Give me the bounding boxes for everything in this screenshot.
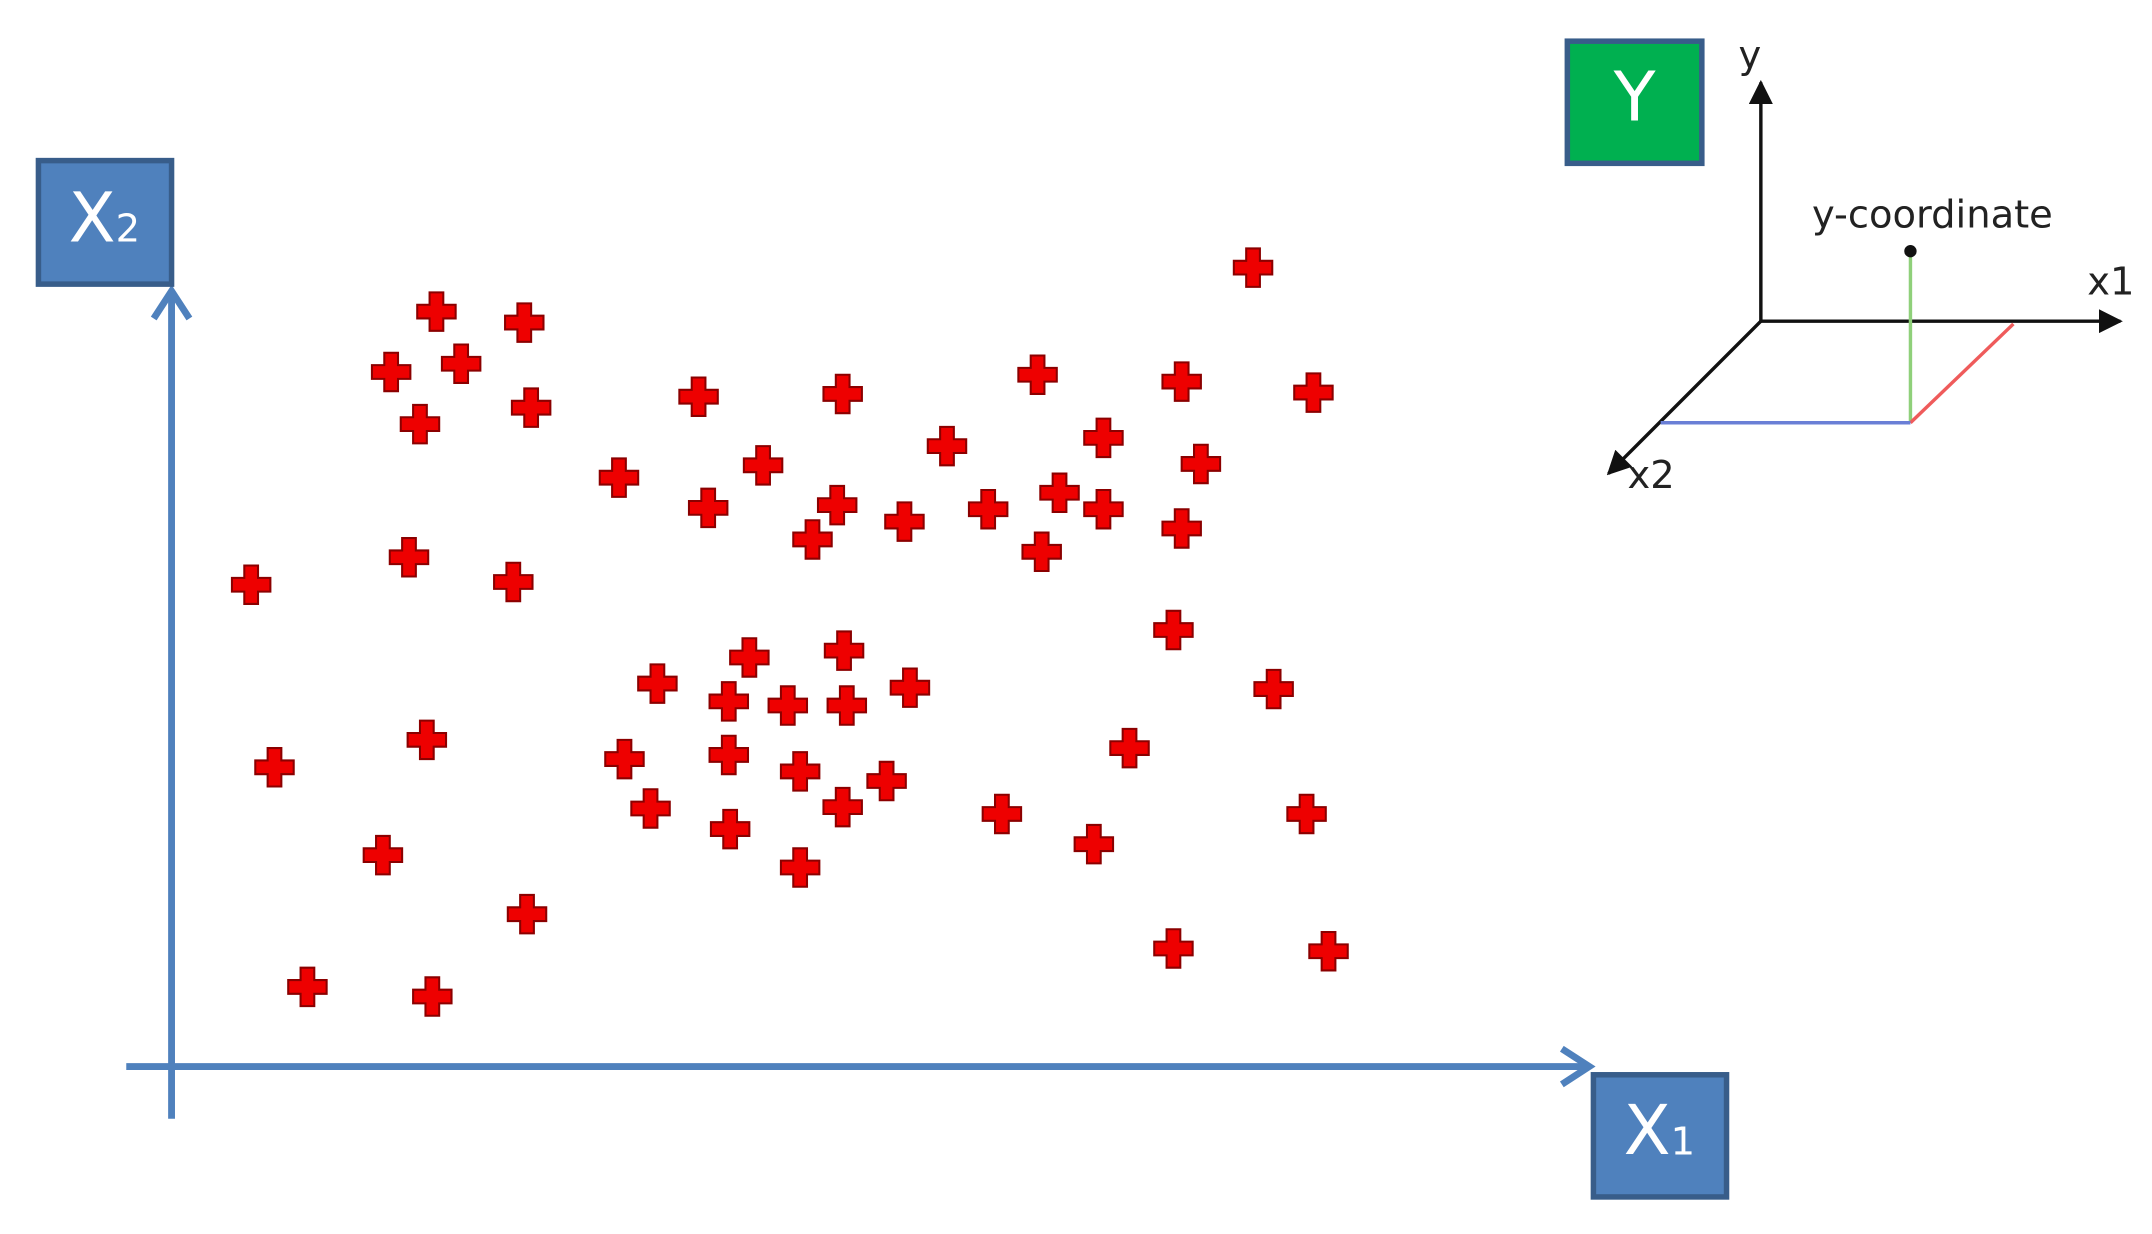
cross-point [816, 484, 858, 526]
cross-point [967, 489, 1009, 530]
cross-point [1293, 372, 1334, 413]
cross-point [1153, 609, 1194, 651]
cross-point [678, 376, 719, 417]
cross-point [399, 403, 441, 445]
x1-box: X1 [1590, 1072, 1730, 1200]
inset-x2-axis [1606, 319, 1763, 476]
inset-y-label: y [1738, 33, 1761, 78]
cross-point [709, 808, 751, 850]
inset-point-label: y-coordinate [1812, 192, 2053, 237]
x1-main: X [1624, 1091, 1671, 1171]
cross-point [1039, 472, 1080, 514]
x2-main: X [69, 178, 116, 258]
cross-point [926, 425, 968, 467]
cross-point [388, 537, 430, 578]
cross-point [826, 685, 868, 726]
cross-point [1021, 531, 1062, 573]
horizontal-axis-arrow [1559, 1045, 1596, 1088]
cross-point [779, 847, 821, 888]
cross-point [1109, 727, 1150, 769]
inset-point [1904, 245, 1917, 258]
cross-point [412, 976, 453, 1017]
cross-point [1232, 247, 1274, 288]
cross-point [1083, 489, 1124, 530]
cross-point [506, 893, 548, 935]
cross-point [493, 561, 534, 603]
inset-red-line [1909, 322, 2015, 425]
y-box: Y [1564, 38, 1705, 167]
inset-x1-label: x1 [2087, 260, 2134, 305]
cross-point [822, 786, 863, 828]
cross-point [598, 457, 640, 498]
cross-point [866, 760, 907, 802]
cross-point [1161, 508, 1202, 549]
cross-point [416, 291, 457, 332]
cross-point [604, 738, 645, 780]
cross-point [981, 793, 1023, 835]
cross-point [779, 751, 821, 792]
cross-point [504, 302, 545, 343]
cross-point [822, 373, 863, 415]
cross-point [230, 564, 272, 605]
cross-point [708, 734, 750, 776]
cross-point [742, 445, 784, 486]
cross-point [1153, 928, 1194, 969]
cross-point [1161, 361, 1202, 402]
cross-point [687, 487, 729, 529]
cross-point [630, 788, 671, 829]
x1-box-rect [1590, 1072, 1730, 1200]
cross-point [370, 351, 412, 393]
scatter-points [230, 247, 1349, 1017]
cross-point [1180, 443, 1222, 485]
inset-x2-label: x2 [1627, 453, 1674, 498]
cross-point [767, 685, 809, 726]
cross-point [708, 681, 750, 722]
cross-point [1308, 930, 1349, 972]
x2-box-rect [35, 157, 175, 287]
cross-point [1083, 417, 1124, 459]
cross-point [889, 667, 931, 708]
cross-point [792, 519, 833, 560]
cross-point [362, 834, 404, 876]
cross-point [510, 387, 552, 428]
x2-box: X2 [35, 157, 175, 287]
y-box-rect [1564, 38, 1705, 167]
cross-point [729, 637, 770, 678]
vertical-axis-arrow [150, 284, 193, 321]
cross-point [440, 343, 482, 384]
cross-point [1017, 354, 1058, 395]
cross-point [1286, 793, 1327, 835]
x2-box-label: X2 [69, 178, 140, 258]
cross-point [884, 501, 925, 542]
cross-point [823, 630, 865, 671]
cross-point [1073, 823, 1115, 865]
cross-point [287, 966, 328, 1008]
x2-sub: 2 [116, 206, 140, 251]
cross-point [1253, 668, 1294, 710]
cross-point [637, 663, 678, 704]
cross-point [254, 747, 295, 788]
x1-sub: 1 [1671, 1119, 1695, 1164]
inset-axes: y y-coordinate x1 x2 [1606, 33, 2134, 498]
x1-box-label: X1 [1624, 1091, 1695, 1171]
cross-point [406, 719, 448, 761]
y-box-label: Y [1613, 58, 1657, 138]
